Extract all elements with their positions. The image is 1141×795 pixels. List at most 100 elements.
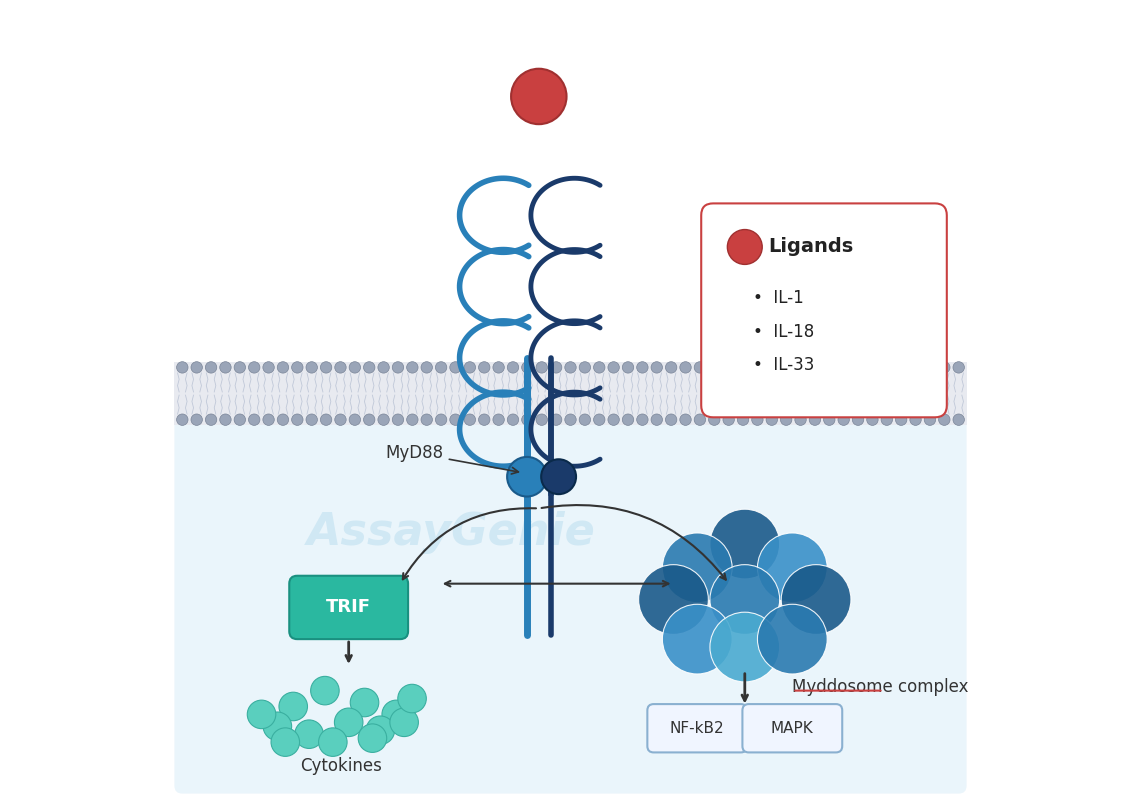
Circle shape: [550, 362, 561, 373]
Circle shape: [580, 414, 591, 425]
Text: •  IL-18: • IL-18: [753, 323, 814, 341]
FancyBboxPatch shape: [702, 204, 947, 417]
Circle shape: [262, 414, 274, 425]
Circle shape: [382, 700, 411, 729]
Circle shape: [406, 362, 418, 373]
Circle shape: [780, 362, 792, 373]
Circle shape: [292, 414, 304, 425]
Circle shape: [278, 692, 307, 721]
Circle shape: [709, 414, 720, 425]
Circle shape: [766, 414, 777, 425]
Circle shape: [565, 414, 576, 425]
Circle shape: [306, 362, 317, 373]
Circle shape: [464, 362, 476, 373]
Circle shape: [727, 230, 762, 265]
Circle shape: [663, 604, 733, 674]
Text: Cytokines: Cytokines: [300, 757, 382, 775]
Circle shape: [694, 362, 705, 373]
Circle shape: [478, 414, 489, 425]
Circle shape: [220, 414, 232, 425]
Circle shape: [637, 414, 648, 425]
Circle shape: [421, 414, 432, 425]
Circle shape: [511, 68, 567, 124]
Circle shape: [608, 362, 620, 373]
Circle shape: [580, 362, 591, 373]
Circle shape: [593, 414, 605, 425]
Text: NF-kB2: NF-kB2: [670, 721, 725, 736]
Circle shape: [710, 510, 779, 579]
Circle shape: [436, 414, 447, 425]
Circle shape: [536, 414, 548, 425]
Circle shape: [896, 362, 907, 373]
Circle shape: [550, 414, 561, 425]
Text: •  IL-33: • IL-33: [753, 356, 814, 374]
Circle shape: [508, 414, 519, 425]
Circle shape: [924, 414, 936, 425]
Circle shape: [723, 362, 735, 373]
Bar: [175, 362, 966, 425]
Circle shape: [358, 724, 387, 752]
Circle shape: [234, 414, 245, 425]
Circle shape: [909, 414, 921, 425]
Circle shape: [723, 414, 735, 425]
Circle shape: [306, 414, 317, 425]
Circle shape: [349, 362, 361, 373]
Circle shape: [622, 414, 633, 425]
Circle shape: [310, 677, 339, 705]
Circle shape: [809, 414, 820, 425]
Circle shape: [867, 362, 879, 373]
Circle shape: [737, 414, 748, 425]
Circle shape: [780, 414, 792, 425]
Circle shape: [795, 362, 807, 373]
Circle shape: [867, 414, 879, 425]
Circle shape: [608, 414, 620, 425]
Circle shape: [824, 362, 835, 373]
Text: MyD88: MyD88: [386, 444, 518, 474]
Circle shape: [493, 414, 504, 425]
Circle shape: [393, 362, 404, 373]
Circle shape: [205, 414, 217, 425]
Circle shape: [652, 414, 663, 425]
Circle shape: [752, 414, 763, 425]
Circle shape: [953, 414, 964, 425]
Circle shape: [220, 362, 232, 373]
Circle shape: [710, 564, 779, 634]
Circle shape: [694, 414, 705, 425]
Circle shape: [177, 414, 188, 425]
Circle shape: [521, 362, 533, 373]
Circle shape: [824, 414, 835, 425]
Circle shape: [334, 708, 363, 737]
Circle shape: [249, 414, 260, 425]
Circle shape: [809, 362, 820, 373]
Circle shape: [536, 362, 548, 373]
Circle shape: [766, 362, 777, 373]
Circle shape: [406, 414, 418, 425]
Circle shape: [565, 362, 576, 373]
Text: Ligands: Ligands: [769, 238, 853, 257]
Circle shape: [752, 362, 763, 373]
Circle shape: [191, 414, 202, 425]
Circle shape: [493, 362, 504, 373]
Circle shape: [881, 414, 892, 425]
Circle shape: [277, 362, 289, 373]
Circle shape: [262, 362, 274, 373]
Circle shape: [665, 414, 677, 425]
Circle shape: [350, 688, 379, 717]
Circle shape: [292, 362, 304, 373]
Circle shape: [349, 414, 361, 425]
Circle shape: [924, 362, 936, 373]
Circle shape: [334, 414, 346, 425]
Circle shape: [436, 362, 447, 373]
Text: AssayGenie: AssayGenie: [307, 510, 596, 553]
Text: •  IL-1: • IL-1: [753, 289, 803, 308]
Circle shape: [249, 362, 260, 373]
Circle shape: [521, 414, 533, 425]
Circle shape: [191, 362, 202, 373]
Circle shape: [852, 414, 864, 425]
Circle shape: [541, 460, 576, 494]
Circle shape: [234, 362, 245, 373]
Circle shape: [639, 564, 709, 634]
Circle shape: [680, 362, 691, 373]
Circle shape: [795, 414, 807, 425]
Circle shape: [390, 708, 419, 737]
